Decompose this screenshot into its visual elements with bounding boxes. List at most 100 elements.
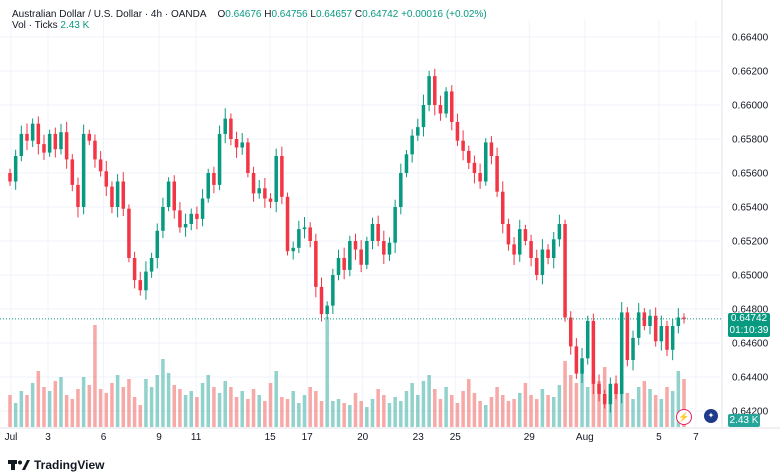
candle-body xyxy=(302,227,307,230)
candle-body xyxy=(257,188,261,194)
current-price-label: 0.64742 xyxy=(730,312,768,324)
candle-body xyxy=(450,91,454,122)
candle-body xyxy=(682,317,686,320)
price-tick-label: 0.64200 xyxy=(732,407,769,418)
volume-bar xyxy=(416,395,420,427)
candle-body xyxy=(234,139,239,148)
volume-bar xyxy=(223,381,227,427)
candle-body xyxy=(416,127,420,136)
brand-name: TradingView xyxy=(34,458,105,472)
candle-body xyxy=(523,229,528,241)
volume-bar xyxy=(161,359,165,427)
volume-bar xyxy=(359,401,363,427)
volume-bar xyxy=(104,393,109,427)
volume-bar xyxy=(450,395,454,427)
candle-body xyxy=(410,135,414,155)
candle-body xyxy=(30,123,35,141)
candle-body xyxy=(619,312,624,394)
candle-body xyxy=(285,196,290,252)
candle-body xyxy=(546,249,550,258)
volume-bar xyxy=(8,395,12,427)
volume-bar xyxy=(59,377,63,427)
candle-body xyxy=(353,241,358,250)
candle-body xyxy=(155,230,160,258)
volume-bar xyxy=(53,381,58,427)
volume-bar xyxy=(64,395,69,427)
volume-bar xyxy=(478,401,482,427)
candle-body xyxy=(438,105,443,114)
tradingview-logo-icon xyxy=(8,460,30,470)
volume-label[interactable]: Vol · Ticks xyxy=(12,20,58,31)
candle-body xyxy=(636,312,641,338)
volume-bar xyxy=(183,395,188,427)
candle-body xyxy=(42,144,46,153)
volume-bar xyxy=(376,389,380,427)
volume-bar xyxy=(110,383,114,427)
volume-bar xyxy=(653,395,658,427)
volume-bar xyxy=(302,395,307,427)
volume-bar xyxy=(70,399,75,427)
volume-bar xyxy=(495,387,499,427)
volume-bar xyxy=(291,391,295,427)
volume-bar xyxy=(178,389,182,427)
candle-body xyxy=(387,242,392,255)
volume-bar xyxy=(240,391,244,427)
candle-body xyxy=(608,383,613,405)
candle-body xyxy=(297,229,301,248)
lightning-icon[interactable]: ⚡ xyxy=(676,409,692,425)
close-value: 0.64742 xyxy=(362,9,399,20)
candle-body xyxy=(212,173,216,185)
price-tick-label: 0.64400 xyxy=(732,373,769,384)
time-tick-label: 3 xyxy=(45,432,51,443)
candle-body xyxy=(467,150,471,163)
candle-body xyxy=(512,244,516,255)
candle-body xyxy=(246,142,250,173)
volume-bar xyxy=(98,389,103,427)
candle-body xyxy=(670,326,675,350)
candle-body xyxy=(64,132,69,160)
volume-bar xyxy=(597,381,601,427)
candle-body xyxy=(540,249,545,275)
candle-body xyxy=(580,358,584,374)
volume-bar xyxy=(263,401,267,427)
time-tick-label: 11 xyxy=(191,432,202,443)
time-tick-label: 17 xyxy=(302,432,314,443)
candle-body xyxy=(370,224,375,241)
au-flag-icon[interactable]: ✦ xyxy=(704,409,718,423)
time-tick-label: 5 xyxy=(656,432,662,443)
symbol-name[interactable]: Australian Dollar / U.S. Dollar · 4h · O… xyxy=(12,9,206,20)
candle-body xyxy=(280,156,284,197)
volume-bar xyxy=(217,393,222,427)
volume-bar xyxy=(585,387,590,427)
candle-body xyxy=(433,76,437,105)
price-tick-label: 0.64600 xyxy=(732,339,769,350)
volume-bar xyxy=(76,389,80,427)
volume-bar xyxy=(427,375,431,427)
candle-body xyxy=(478,173,482,182)
price-tick-label: 0.65200 xyxy=(732,237,769,248)
volume-bar xyxy=(47,391,52,427)
candle-body xyxy=(568,317,573,347)
candle-body xyxy=(359,249,363,265)
volume-bar xyxy=(166,373,171,427)
volume-bar xyxy=(274,371,278,427)
volume-bar xyxy=(489,397,494,427)
volume-bar xyxy=(563,361,567,427)
volume-bar xyxy=(189,391,193,427)
volume-bar xyxy=(234,397,239,427)
candle-body xyxy=(393,207,397,243)
volume-bar xyxy=(546,395,550,427)
volume-bar xyxy=(393,397,397,427)
volume-bar xyxy=(642,381,647,427)
price-tick-label: 0.66200 xyxy=(732,67,769,78)
candle-body xyxy=(195,213,199,219)
candle-body xyxy=(161,207,165,231)
volume-bar xyxy=(529,395,533,427)
low-label: L xyxy=(310,9,316,20)
volume-bar xyxy=(484,405,488,427)
volume-bar xyxy=(614,383,618,427)
price-tick-label: 0.64800 xyxy=(732,305,769,316)
candle-body xyxy=(348,241,352,270)
tradingview-logo[interactable]: TradingView xyxy=(8,458,104,472)
